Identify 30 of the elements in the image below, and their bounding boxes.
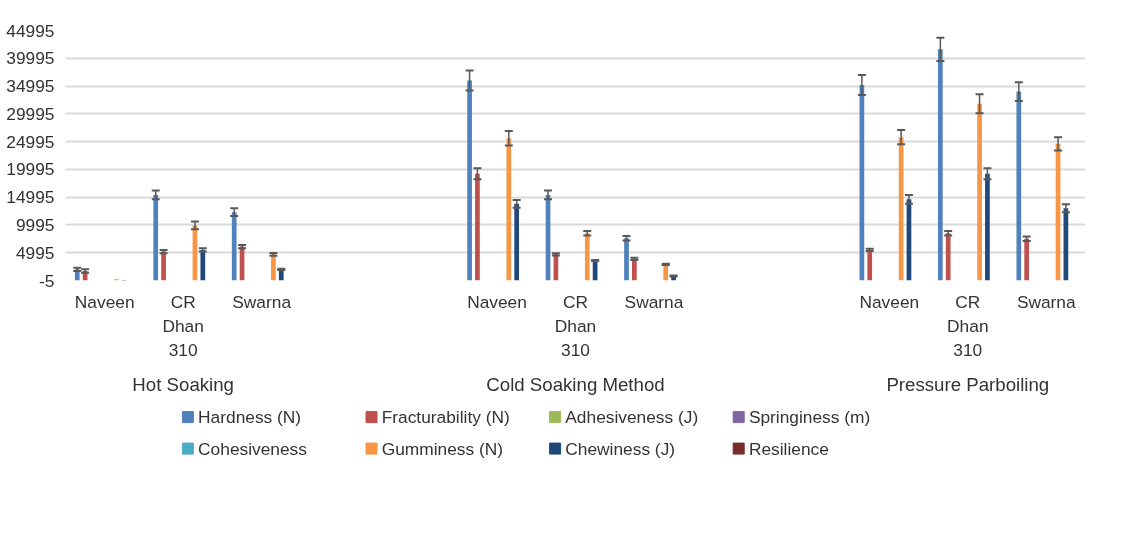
y-tick-label: 44995 — [6, 20, 55, 41]
y-tick-label: 9995 — [15, 214, 55, 235]
legend-label: Resilience — [748, 438, 829, 459]
x-tick-label: CR Dhan 310 — [554, 291, 597, 360]
legend-label: Fracturability (N) — [381, 407, 510, 428]
y-tick-label: 24995 — [6, 131, 55, 152]
x-tick-label: Swarna — [624, 291, 684, 312]
y-tick-label: 14995 — [6, 187, 55, 208]
legend-label: Cohesiveness — [198, 438, 308, 459]
x-tick-label: Naveen — [74, 291, 135, 312]
x-tick-label: CR Dhan 310 — [947, 291, 989, 360]
legend-label: Springiness (m) — [748, 407, 871, 428]
y-tick-label: 29995 — [6, 103, 55, 124]
y-tick-label: 4995 — [15, 242, 55, 263]
legend-label: Gumminess (N) — [381, 438, 504, 459]
legend-label: Chewiness (J) — [565, 438, 676, 459]
y-tick-label: 19995 — [6, 159, 55, 180]
legend-label: Hardness (N) — [198, 407, 302, 428]
x-tick-label: Naveen — [859, 291, 920, 312]
x-tick-label: Naveen — [467, 291, 527, 312]
text: Pressure Parboiling — [886, 373, 1050, 395]
x-tick-label: Swarna — [232, 291, 292, 312]
x-tick-label: Swarna — [1016, 291, 1077, 312]
y-tick-label: 39995 — [6, 48, 55, 69]
x-tick-label: CR Dhan 310 — [162, 291, 204, 360]
legend-label: Adhesiveness (J) — [565, 407, 699, 428]
y-tick-label: -5 — [39, 270, 55, 291]
y-tick-label: 34995 — [6, 76, 55, 97]
text: Cold Soaking Method — [486, 373, 665, 395]
text: Hot Soaking — [132, 373, 235, 395]
